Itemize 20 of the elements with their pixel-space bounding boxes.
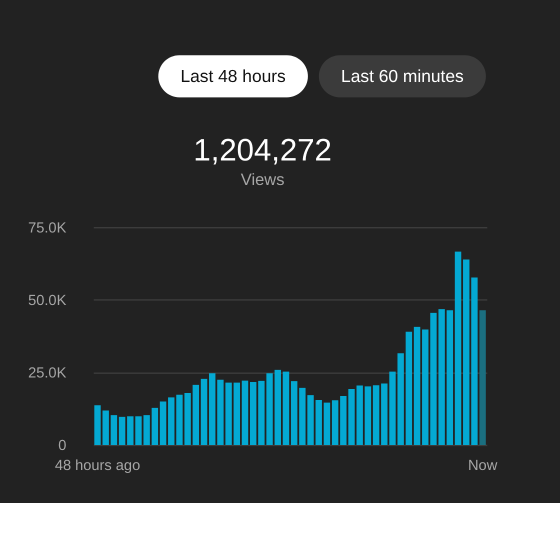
y-tick-label: 0 <box>58 438 66 454</box>
y-tick-label: 75.0K <box>28 220 67 236</box>
x-tick-label: 48 hours ago <box>54 458 140 474</box>
bar <box>135 416 142 446</box>
chart-title: 1,204,272 <box>193 132 332 168</box>
bar <box>242 380 248 446</box>
bar <box>479 310 486 446</box>
bar <box>282 372 290 446</box>
bar <box>200 378 208 446</box>
bar <box>348 388 355 446</box>
y-tick-label: 50.0K <box>28 292 67 309</box>
text: Last 48 hours <box>180 66 286 86</box>
y-tick-label: 25.0K <box>28 365 67 382</box>
x-tick-label: Now <box>468 458 498 474</box>
bar <box>94 405 101 446</box>
bar <box>430 312 437 446</box>
text: Last 60 minutes <box>341 66 464 86</box>
chart-subtitle: Views <box>240 171 284 190</box>
bar <box>389 372 396 446</box>
bar <box>454 252 462 446</box>
